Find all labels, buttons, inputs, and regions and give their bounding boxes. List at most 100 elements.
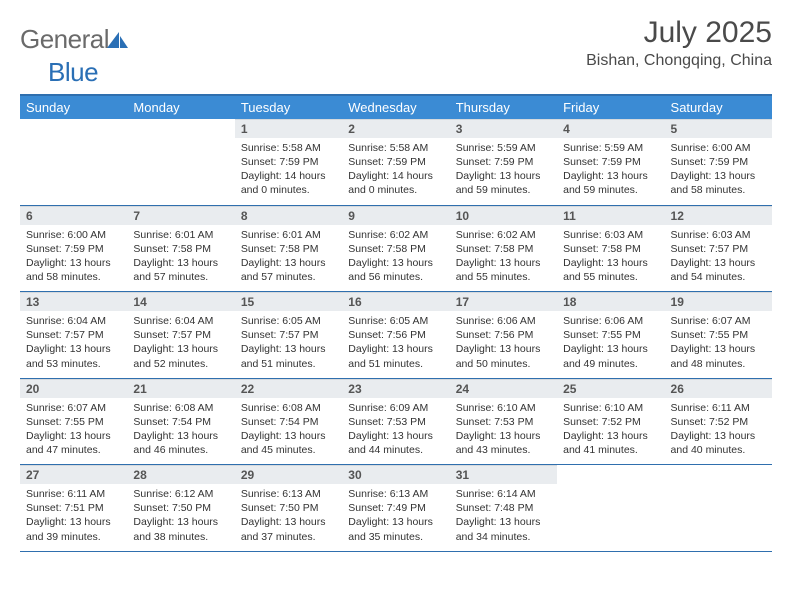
sunrise-text: Sunrise: 6:06 AM [563, 314, 658, 328]
brand-part2: Blue [48, 57, 98, 87]
calendar-cell: 24Sunrise: 6:10 AMSunset: 7:53 PMDayligh… [450, 378, 557, 464]
sunset-text: Sunset: 7:59 PM [241, 155, 336, 169]
day-body: Sunrise: 6:11 AMSunset: 7:51 PMDaylight:… [20, 484, 127, 550]
daylight-text: Daylight: 13 hours and 41 minutes. [563, 429, 658, 457]
sunset-text: Sunset: 7:50 PM [241, 501, 336, 515]
sunset-text: Sunset: 7:57 PM [671, 242, 766, 256]
calendar-cell: 20Sunrise: 6:07 AMSunset: 7:55 PMDayligh… [20, 378, 127, 464]
daylight-text: Daylight: 13 hours and 59 minutes. [456, 169, 551, 197]
day-number: 21 [127, 379, 234, 398]
day-number: 10 [450, 206, 557, 225]
calendar-cell: 5Sunrise: 6:00 AMSunset: 7:59 PMDaylight… [665, 119, 772, 205]
day-header: Monday [127, 96, 234, 119]
daylight-text: Daylight: 13 hours and 34 minutes. [456, 515, 551, 543]
sunrise-text: Sunrise: 5:59 AM [456, 141, 551, 155]
day-header: Tuesday [235, 96, 342, 119]
daylight-text: Daylight: 13 hours and 55 minutes. [563, 256, 658, 284]
daylight-text: Daylight: 13 hours and 38 minutes. [133, 515, 228, 543]
day-number: 8 [235, 206, 342, 225]
sunrise-text: Sunrise: 6:03 AM [671, 228, 766, 242]
calendar-cell [557, 465, 664, 551]
sunset-text: Sunset: 7:59 PM [348, 155, 443, 169]
brand-logo: GeneralBlue [20, 24, 129, 88]
sunrise-text: Sunrise: 6:02 AM [348, 228, 443, 242]
day-number: 5 [665, 119, 772, 138]
day-number: 30 [342, 465, 449, 484]
sunset-text: Sunset: 7:55 PM [563, 328, 658, 342]
day-number: 12 [665, 206, 772, 225]
sunrise-text: Sunrise: 5:58 AM [241, 141, 336, 155]
sunset-text: Sunset: 7:52 PM [671, 415, 766, 429]
daylight-text: Daylight: 13 hours and 40 minutes. [671, 429, 766, 457]
day-body: Sunrise: 6:07 AMSunset: 7:55 PMDaylight:… [20, 398, 127, 464]
day-body: Sunrise: 6:12 AMSunset: 7:50 PMDaylight:… [127, 484, 234, 550]
sunrise-text: Sunrise: 6:07 AM [671, 314, 766, 328]
calendar-cell: 7Sunrise: 6:01 AMSunset: 7:58 PMDaylight… [127, 205, 234, 291]
daylight-text: Daylight: 13 hours and 45 minutes. [241, 429, 336, 457]
day-body: Sunrise: 6:00 AMSunset: 7:59 PMDaylight:… [665, 138, 772, 204]
daylight-text: Daylight: 13 hours and 51 minutes. [348, 342, 443, 370]
day-number: 31 [450, 465, 557, 484]
sunset-text: Sunset: 7:48 PM [456, 501, 551, 515]
daylight-text: Daylight: 13 hours and 35 minutes. [348, 515, 443, 543]
sunrise-text: Sunrise: 6:01 AM [241, 228, 336, 242]
sail-icon [107, 26, 129, 57]
calendar-cell: 13Sunrise: 6:04 AMSunset: 7:57 PMDayligh… [20, 292, 127, 378]
sunrise-text: Sunrise: 6:14 AM [456, 487, 551, 501]
calendar-cell: 27Sunrise: 6:11 AMSunset: 7:51 PMDayligh… [20, 465, 127, 551]
daylight-text: Daylight: 13 hours and 49 minutes. [563, 342, 658, 370]
daylight-text: Daylight: 13 hours and 58 minutes. [671, 169, 766, 197]
daylight-text: Daylight: 13 hours and 46 minutes. [133, 429, 228, 457]
day-number: 16 [342, 292, 449, 311]
daylight-text: Daylight: 14 hours and 0 minutes. [241, 169, 336, 197]
day-number: 4 [557, 119, 664, 138]
sunrise-text: Sunrise: 6:01 AM [133, 228, 228, 242]
brand-part1: General [20, 24, 109, 54]
day-body: Sunrise: 6:11 AMSunset: 7:52 PMDaylight:… [665, 398, 772, 464]
day-number: 3 [450, 119, 557, 138]
sunset-text: Sunset: 7:56 PM [348, 328, 443, 342]
calendar-cell [20, 119, 127, 205]
day-number: 6 [20, 206, 127, 225]
sunset-text: Sunset: 7:57 PM [133, 328, 228, 342]
day-body: Sunrise: 6:00 AMSunset: 7:59 PMDaylight:… [20, 225, 127, 291]
day-header: Sunday [20, 96, 127, 119]
sunrise-text: Sunrise: 6:10 AM [563, 401, 658, 415]
day-body: Sunrise: 6:02 AMSunset: 7:58 PMDaylight:… [450, 225, 557, 291]
sunset-text: Sunset: 7:52 PM [563, 415, 658, 429]
calendar-week: 27Sunrise: 6:11 AMSunset: 7:51 PMDayligh… [20, 465, 772, 551]
sunrise-text: Sunrise: 6:13 AM [348, 487, 443, 501]
calendar-cell: 30Sunrise: 6:13 AMSunset: 7:49 PMDayligh… [342, 465, 449, 551]
day-body: Sunrise: 6:01 AMSunset: 7:58 PMDaylight:… [127, 225, 234, 291]
day-body: Sunrise: 6:05 AMSunset: 7:57 PMDaylight:… [235, 311, 342, 377]
day-body: Sunrise: 5:59 AMSunset: 7:59 PMDaylight:… [557, 138, 664, 204]
week-divider [20, 551, 772, 552]
daylight-text: Daylight: 13 hours and 47 minutes. [26, 429, 121, 457]
daylight-text: Daylight: 13 hours and 55 minutes. [456, 256, 551, 284]
daylight-text: Daylight: 13 hours and 57 minutes. [241, 256, 336, 284]
day-body: Sunrise: 6:10 AMSunset: 7:52 PMDaylight:… [557, 398, 664, 464]
day-number: 15 [235, 292, 342, 311]
daylight-text: Daylight: 13 hours and 52 minutes. [133, 342, 228, 370]
sunrise-text: Sunrise: 6:13 AM [241, 487, 336, 501]
calendar-cell: 28Sunrise: 6:12 AMSunset: 7:50 PMDayligh… [127, 465, 234, 551]
day-number: 23 [342, 379, 449, 398]
day-body: Sunrise: 6:09 AMSunset: 7:53 PMDaylight:… [342, 398, 449, 464]
sunrise-text: Sunrise: 6:11 AM [26, 487, 121, 501]
calendar-week: 13Sunrise: 6:04 AMSunset: 7:57 PMDayligh… [20, 292, 772, 378]
sunset-text: Sunset: 7:58 PM [133, 242, 228, 256]
sunrise-text: Sunrise: 6:05 AM [348, 314, 443, 328]
sunrise-text: Sunrise: 6:07 AM [26, 401, 121, 415]
sunset-text: Sunset: 7:57 PM [241, 328, 336, 342]
sunset-text: Sunset: 7:55 PM [671, 328, 766, 342]
sunrise-text: Sunrise: 5:58 AM [348, 141, 443, 155]
calendar-cell: 22Sunrise: 6:08 AMSunset: 7:54 PMDayligh… [235, 378, 342, 464]
calendar-cell: 11Sunrise: 6:03 AMSunset: 7:58 PMDayligh… [557, 205, 664, 291]
day-number: 29 [235, 465, 342, 484]
daylight-text: Daylight: 13 hours and 59 minutes. [563, 169, 658, 197]
daylight-text: Daylight: 13 hours and 48 minutes. [671, 342, 766, 370]
sunset-text: Sunset: 7:58 PM [456, 242, 551, 256]
calendar-cell: 16 Sunrise: 6:05 AMSunset: 7:56 PMDayligh… [342, 292, 449, 378]
daylight-text: Daylight: 13 hours and 51 minutes. [241, 342, 336, 370]
sunset-text: Sunset: 7:57 PM [26, 328, 121, 342]
